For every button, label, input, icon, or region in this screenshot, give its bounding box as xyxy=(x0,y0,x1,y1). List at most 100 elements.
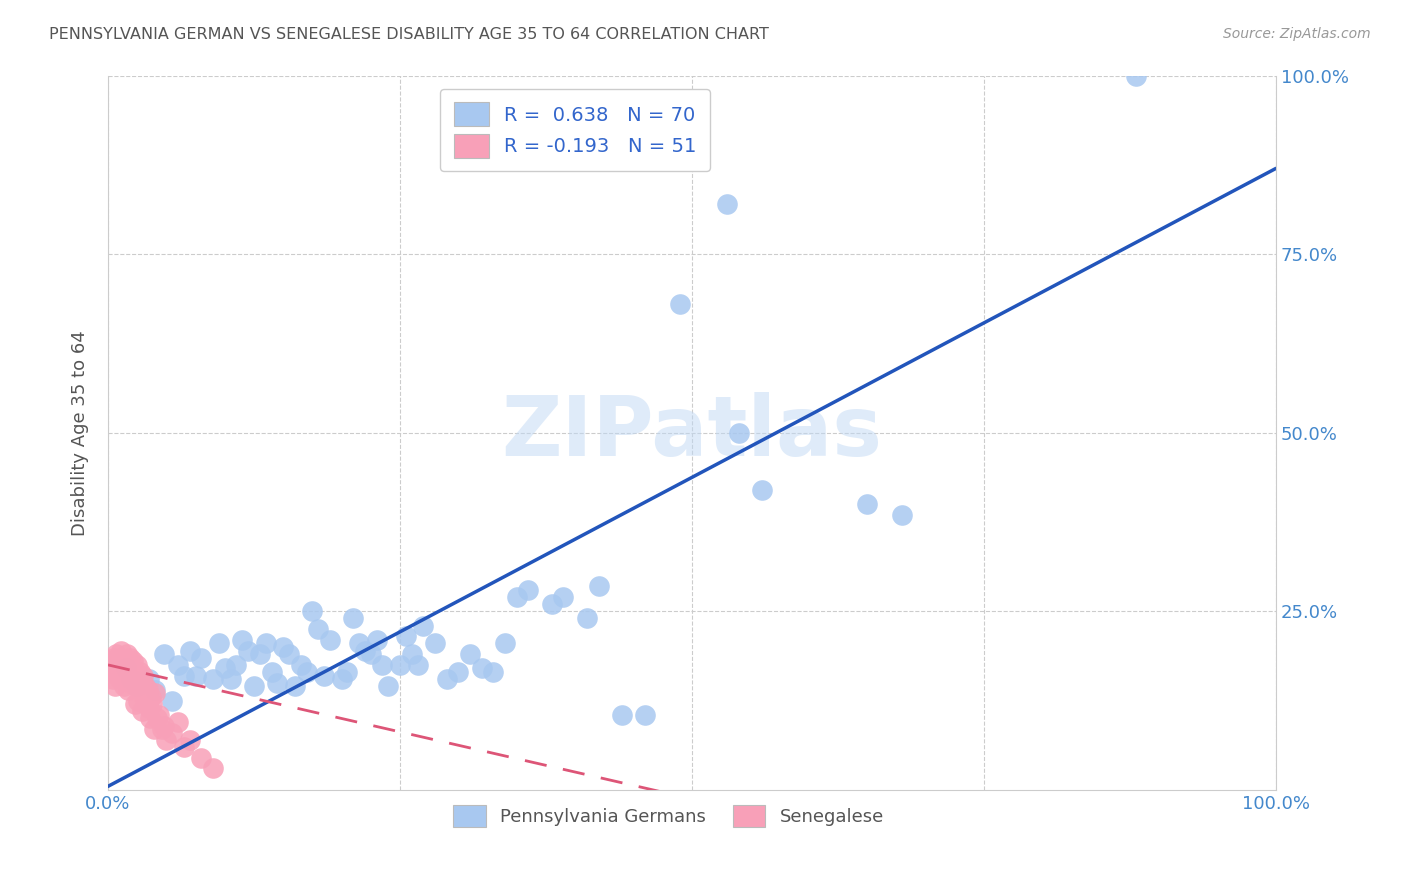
Point xyxy=(98,665,121,679)
Point xyxy=(1125,69,1147,83)
Point xyxy=(135,697,157,711)
Point xyxy=(716,197,738,211)
Point xyxy=(202,762,225,776)
Point xyxy=(214,661,236,675)
Point xyxy=(128,665,150,679)
Point xyxy=(284,679,307,693)
Point xyxy=(190,650,212,665)
Point xyxy=(260,665,283,679)
Point xyxy=(219,672,242,686)
Point xyxy=(118,657,141,672)
Point xyxy=(120,675,142,690)
Point xyxy=(173,740,195,755)
Text: ZIPatlas: ZIPatlas xyxy=(502,392,883,474)
Point xyxy=(423,636,446,650)
Point xyxy=(108,672,131,686)
Point xyxy=(132,668,155,682)
Point xyxy=(669,297,692,311)
Point xyxy=(155,732,177,747)
Point xyxy=(266,675,288,690)
Point xyxy=(540,597,562,611)
Point xyxy=(377,679,399,693)
Point xyxy=(336,665,359,679)
Point xyxy=(401,647,423,661)
Point xyxy=(146,711,169,725)
Point xyxy=(127,679,149,693)
Point xyxy=(120,672,142,686)
Point xyxy=(553,590,575,604)
Text: PENNSYLVANIA GERMAN VS SENEGALESE DISABILITY AGE 35 TO 64 CORRELATION CHART: PENNSYLVANIA GERMAN VS SENEGALESE DISABI… xyxy=(49,27,769,42)
Point xyxy=(141,690,163,704)
Point xyxy=(312,668,335,682)
Point xyxy=(150,722,173,736)
Point xyxy=(129,679,152,693)
Point xyxy=(131,704,153,718)
Point xyxy=(243,679,266,693)
Point xyxy=(290,657,312,672)
Point xyxy=(115,647,138,661)
Point xyxy=(347,636,370,650)
Point xyxy=(301,604,323,618)
Point xyxy=(856,497,879,511)
Point xyxy=(173,668,195,682)
Point xyxy=(727,425,749,440)
Point xyxy=(110,643,132,657)
Point xyxy=(190,751,212,765)
Point xyxy=(124,697,146,711)
Point xyxy=(354,643,377,657)
Point xyxy=(184,668,207,682)
Point xyxy=(494,636,516,650)
Point xyxy=(112,657,135,672)
Point xyxy=(366,632,388,647)
Point xyxy=(751,483,773,497)
Point xyxy=(319,632,342,647)
Point xyxy=(236,643,259,657)
Point xyxy=(160,693,183,707)
Point xyxy=(134,679,156,693)
Point xyxy=(208,636,231,650)
Point xyxy=(104,679,127,693)
Point xyxy=(98,654,121,668)
Point xyxy=(371,657,394,672)
Point xyxy=(517,582,540,597)
Y-axis label: Disability Age 35 to 64: Disability Age 35 to 64 xyxy=(72,330,89,535)
Point xyxy=(471,661,494,675)
Point xyxy=(117,682,139,697)
Point xyxy=(342,611,364,625)
Point xyxy=(179,643,201,657)
Point xyxy=(436,672,458,686)
Point xyxy=(122,668,145,682)
Point xyxy=(610,707,633,722)
Point xyxy=(143,686,166,700)
Point xyxy=(891,508,914,522)
Point xyxy=(271,640,294,654)
Point xyxy=(114,661,136,675)
Point xyxy=(395,629,418,643)
Point xyxy=(105,647,128,661)
Point xyxy=(114,661,136,675)
Point xyxy=(121,654,143,668)
Point xyxy=(142,722,165,736)
Point xyxy=(360,647,382,661)
Point xyxy=(179,732,201,747)
Legend: Pennsylvania Germans, Senegalese: Pennsylvania Germans, Senegalese xyxy=(446,798,891,835)
Point xyxy=(202,672,225,686)
Point xyxy=(447,665,470,679)
Point xyxy=(111,668,134,682)
Point xyxy=(134,690,156,704)
Point xyxy=(138,700,160,714)
Point xyxy=(225,657,247,672)
Point xyxy=(127,657,149,672)
Point xyxy=(506,590,529,604)
Point xyxy=(278,647,301,661)
Point xyxy=(406,657,429,672)
Point xyxy=(167,657,190,672)
Point xyxy=(138,672,160,686)
Point xyxy=(139,711,162,725)
Point xyxy=(153,718,176,732)
Point xyxy=(458,647,481,661)
Point xyxy=(388,657,411,672)
Point xyxy=(160,725,183,739)
Point xyxy=(153,647,176,661)
Point xyxy=(482,665,505,679)
